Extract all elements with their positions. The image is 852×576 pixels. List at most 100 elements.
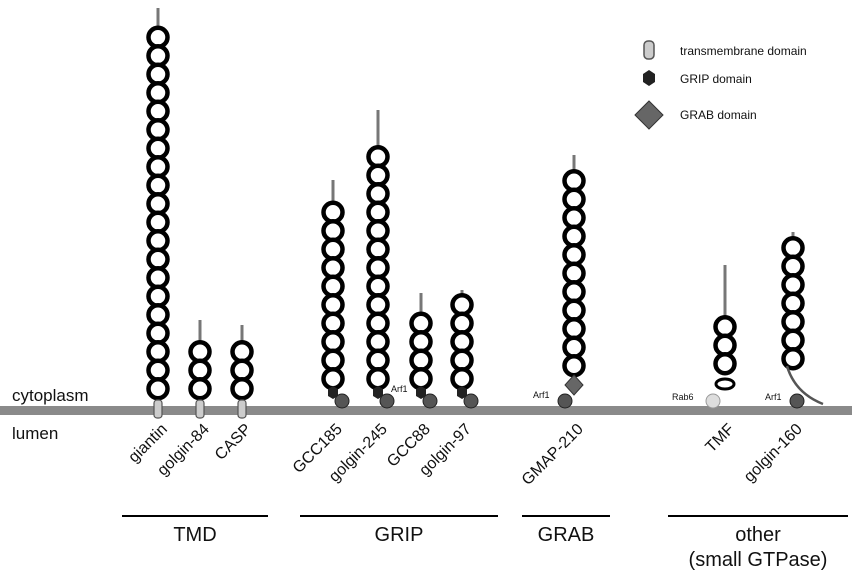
- coiled-coil: [366, 293, 390, 317]
- coiled-coil: [146, 44, 170, 68]
- grip-domain: [373, 386, 383, 399]
- coiled-coil: [146, 192, 170, 216]
- coiled-coil: [781, 273, 805, 297]
- coiled-coil: [188, 377, 212, 401]
- coiled-coil: [562, 335, 586, 359]
- coiled-coil: [146, 377, 170, 401]
- golgin-160-tail: [785, 365, 824, 406]
- gtpase-label: Rab6: [672, 392, 694, 402]
- coiled-coil: [781, 254, 805, 278]
- protein-name: GMAP-210: [519, 421, 587, 489]
- group-label: GRIP: [375, 524, 424, 546]
- coiled-coil: [366, 163, 390, 187]
- transmembrane-domain: [195, 399, 205, 419]
- protein-name: CASP: [212, 421, 255, 464]
- coiled-coil: [321, 219, 345, 243]
- coiled-coil: [188, 358, 212, 382]
- coiled-coil: [366, 219, 390, 243]
- coiled-coil: [366, 182, 390, 206]
- coiled-coil: [781, 310, 805, 334]
- coiled-coil: [146, 62, 170, 86]
- coiled-coil: [562, 243, 586, 267]
- coiled-coil: [146, 266, 170, 290]
- coiled-coil: [366, 367, 390, 391]
- coiled-coil: [450, 348, 474, 372]
- legend-grip-icon: [643, 70, 655, 86]
- arf1: [422, 393, 438, 409]
- arf1: [557, 393, 573, 409]
- coiled-coil: [450, 293, 474, 317]
- group-label: GRAB: [538, 524, 595, 546]
- coiled-coil: [366, 145, 390, 169]
- grip-domain: [416, 386, 426, 399]
- coiled-coil: [146, 210, 170, 234]
- legend-label: GRAB domain: [680, 108, 757, 122]
- coiled-coil: [146, 99, 170, 123]
- coiled-coil: [188, 340, 212, 364]
- coiled-coil: [366, 348, 390, 372]
- legend-tm-icon: [643, 40, 655, 60]
- coiled-coil: [562, 206, 586, 230]
- coiled-coil: [146, 81, 170, 105]
- coiled-coil: [713, 333, 737, 357]
- coiled-coil: [321, 256, 345, 280]
- coiled-coil: [146, 136, 170, 160]
- arf1: [789, 393, 805, 409]
- coiled-coil: [146, 303, 170, 327]
- legend-label: transmembrane domain: [680, 44, 807, 58]
- coiled-coil: [321, 293, 345, 317]
- coiled-coil: [321, 274, 345, 298]
- coiled-coil: [321, 330, 345, 354]
- coiled-coil: [146, 358, 170, 382]
- group-label: TMD: [173, 524, 216, 546]
- coiled-coil: [562, 280, 586, 304]
- coiled-coil: [781, 328, 805, 352]
- coiled-coil: [409, 311, 433, 335]
- coiled-coil: [321, 367, 345, 391]
- protein-name: TMF: [703, 421, 738, 456]
- coiled-coil: [146, 118, 170, 142]
- coiled-coil: [450, 311, 474, 335]
- transmembrane-domain: [237, 399, 247, 419]
- membrane: [0, 406, 852, 415]
- coiled-coil: [713, 352, 737, 376]
- grip-domain: [328, 386, 338, 399]
- coiled-coil: [321, 200, 345, 224]
- coiled-coil: [321, 311, 345, 335]
- gtpase-label: Arf1: [391, 384, 408, 394]
- coiled-coil: [562, 354, 586, 378]
- coiled-coil: [366, 237, 390, 261]
- arf1: [334, 393, 350, 409]
- grab-domain: [564, 374, 584, 396]
- tmf-binding: [714, 377, 736, 391]
- coiled-coil: [146, 229, 170, 253]
- coiled-coil: [230, 358, 254, 382]
- coiled-coil: [562, 224, 586, 248]
- cytoplasm-label: cytoplasm: [12, 386, 89, 405]
- coiled-coil: [562, 261, 586, 285]
- arf1: [463, 393, 479, 409]
- coiled-coil: [409, 330, 433, 354]
- legend-grab-icon: [634, 100, 664, 130]
- lumen-label: lumen: [12, 424, 58, 443]
- coiled-coil: [230, 377, 254, 401]
- coiled-coil: [562, 298, 586, 322]
- coiled-coil: [146, 25, 170, 49]
- coiled-coil: [146, 340, 170, 364]
- coiled-coil: [409, 348, 433, 372]
- protein-name: golgin-160: [741, 421, 806, 486]
- coiled-coil: [146, 284, 170, 308]
- coiled-coil: [321, 237, 345, 261]
- coiled-coil: [146, 247, 170, 271]
- coiled-coil: [450, 330, 474, 354]
- grip-domain: [457, 386, 467, 399]
- coiled-coil: [366, 200, 390, 224]
- coiled-coil: [713, 315, 737, 339]
- coiled-coil: [409, 367, 433, 391]
- coiled-coil: [366, 330, 390, 354]
- gtpase-label: Arf1: [765, 392, 782, 402]
- rab6: [705, 393, 721, 409]
- coiled-coil: [562, 187, 586, 211]
- coiled-coil: [366, 311, 390, 335]
